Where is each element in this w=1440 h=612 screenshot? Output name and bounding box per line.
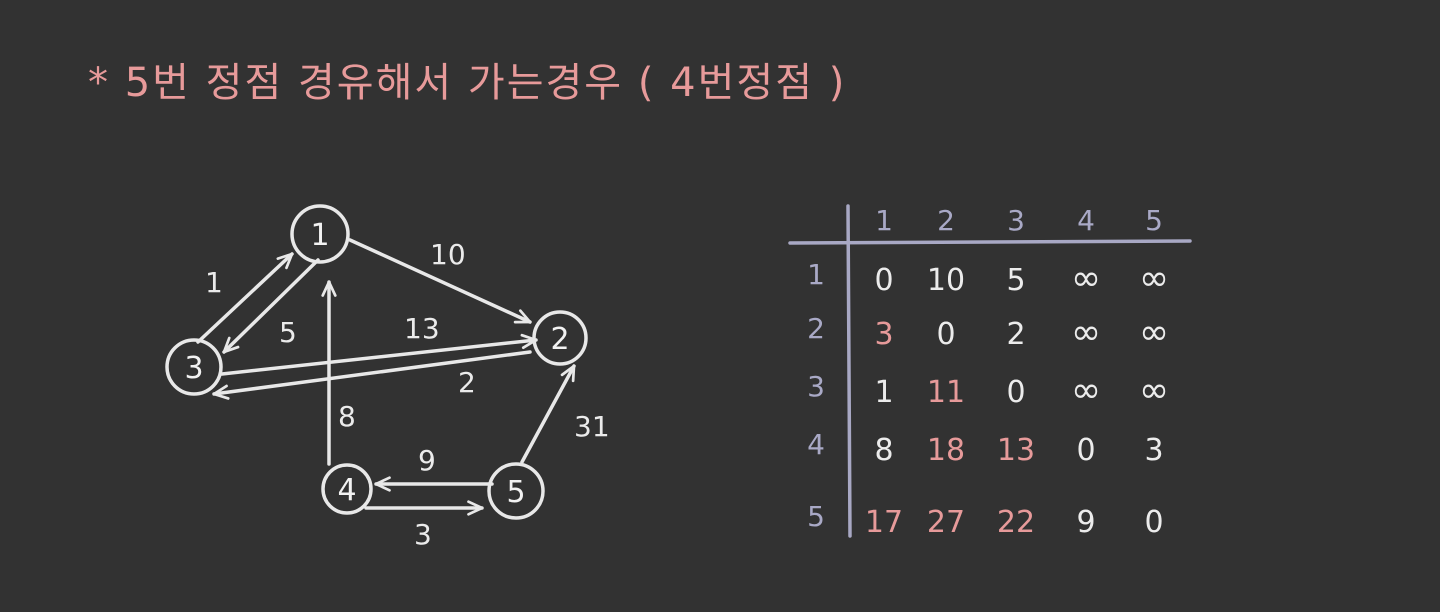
- edge-3-to-1: [196, 252, 294, 344]
- matrix-cell-3-2: 11: [927, 375, 965, 410]
- matrix-row-header-3: 3: [807, 370, 825, 403]
- node-label-1: 1: [310, 218, 329, 253]
- matrix-col-header-4: 4: [1077, 204, 1095, 237]
- matrix-cell-4-1: 8: [874, 433, 893, 468]
- matrix-cell-2-3: 2: [1006, 317, 1025, 352]
- matrix-col-header-3: 3: [1007, 204, 1025, 237]
- matrix-cell-4-2: 18: [927, 433, 965, 468]
- matrix-cell-4-3: 13: [997, 433, 1035, 468]
- node-label-3: 3: [184, 351, 203, 386]
- node-label-4: 4: [337, 473, 356, 508]
- matrix-cell-4-5: 3: [1144, 433, 1163, 468]
- matrix-col-header-5: 5: [1145, 204, 1163, 237]
- edge-1-to-3: [222, 258, 320, 354]
- matrix-header-divider: [788, 239, 1192, 245]
- matrix-col-header-1: 1: [875, 204, 893, 237]
- matrix-cell-2-1: 3: [874, 317, 893, 352]
- edge-weight-5-2: 31: [574, 410, 610, 443]
- matrix-cell-3-3: 0: [1006, 375, 1025, 410]
- matrix-cell-5-5: 0: [1144, 505, 1163, 540]
- matrix-cell-2-2: 0: [936, 317, 955, 352]
- graph-node-4: 4: [321, 463, 373, 515]
- graph-node-3: 3: [165, 338, 223, 396]
- matrix-row-header-1: 1: [807, 258, 825, 291]
- matrix-cell-5-3: 22: [997, 505, 1035, 540]
- page-title: * 5번 정점 경유해서 가는경우 ( 4번정점 ): [88, 60, 847, 106]
- graph-node-2: 2: [532, 310, 588, 366]
- edge-5-to-2: [520, 364, 576, 464]
- matrix-row-header-4: 4: [807, 428, 825, 461]
- edge-weight-4-5: 3: [414, 518, 432, 551]
- edge-weight-5-4: 9: [418, 444, 436, 477]
- edge-weight-2-3: 2: [458, 366, 476, 399]
- edge-3-to-2: [220, 333, 538, 376]
- matrix-cell-3-4: ∞: [1071, 370, 1101, 411]
- edge-weight-4-1: 8: [338, 400, 356, 433]
- graph-node-5: 5: [487, 462, 545, 520]
- matrix-row-header-5: 5: [807, 500, 825, 533]
- matrix-cell-5-1: 17: [865, 505, 903, 540]
- edge-1-to-2: [348, 238, 532, 324]
- graph-node-1: 1: [290, 204, 350, 264]
- matrix-cell-4-4: 0: [1076, 433, 1095, 468]
- edge-weight-1-3: 5: [279, 316, 297, 349]
- matrix-cell-5-2: 27: [927, 505, 965, 540]
- matrix-cell-1-4: ∞: [1071, 258, 1101, 299]
- edge-weight-1-2: 10: [430, 238, 466, 271]
- matrix-cell-1-1: 0: [874, 263, 893, 298]
- edge-2-to-3: [212, 350, 532, 400]
- matrix-row-header-2: 2: [807, 312, 825, 345]
- matrix-cell-3-1: 1: [874, 375, 893, 410]
- matrix-cell-5-4: 9: [1076, 505, 1095, 540]
- matrix-cell-3-5: ∞: [1139, 370, 1169, 411]
- matrix-cell-2-4: ∞: [1071, 312, 1101, 353]
- node-label-2: 2: [550, 322, 569, 357]
- matrix-cell-1-3: 5: [1006, 263, 1025, 298]
- matrix-cell-1-2: 10: [927, 263, 965, 298]
- edge-weight-3-1: 1: [205, 266, 223, 299]
- matrix-col-header-2: 2: [937, 204, 955, 237]
- edge-weight-3-2: 13: [404, 312, 440, 345]
- matrix-cell-1-5: ∞: [1139, 258, 1169, 299]
- node-label-5: 5: [506, 475, 525, 510]
- matrix-row-divider: [846, 204, 852, 538]
- matrix-cell-2-5: ∞: [1139, 312, 1169, 353]
